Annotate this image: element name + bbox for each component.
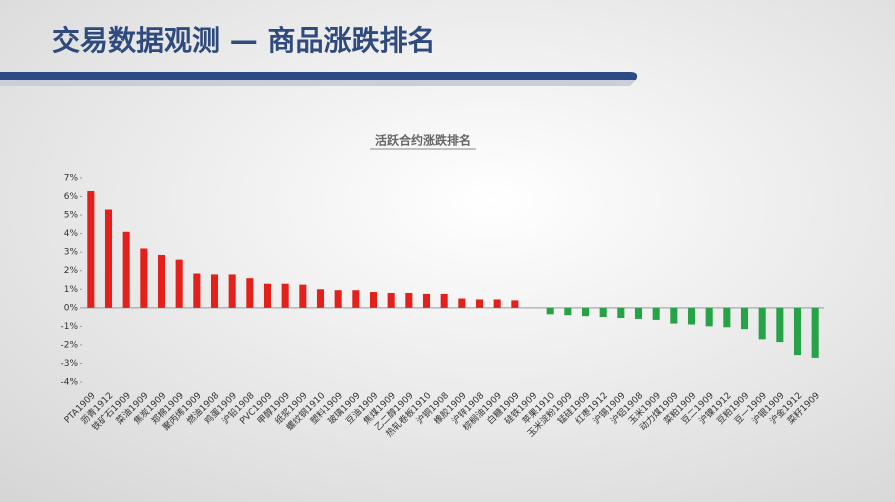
bar: [599, 307, 607, 318]
bar: [634, 307, 643, 319]
bar: [564, 307, 572, 316]
bar: [511, 300, 519, 308]
y-tick-label: -3%: [60, 359, 78, 369]
slide-title: 交易数据观测 — 商品涨跌排名: [52, 24, 436, 57]
bar: [369, 292, 378, 308]
bar: [581, 307, 590, 317]
bar: [793, 307, 802, 356]
y-tick-label: 0%: [64, 303, 79, 313]
y-tick-label: 7%: [64, 174, 79, 184]
bar: [687, 307, 696, 325]
bar: [758, 307, 766, 340]
bar: [670, 307, 678, 324]
y-tick-label: 5%: [64, 211, 79, 221]
bar: [776, 307, 784, 343]
bar: [740, 307, 749, 330]
bar: [475, 299, 484, 308]
bar: [281, 283, 289, 308]
bar: [87, 190, 95, 308]
y-tick-label: 3%: [64, 248, 79, 258]
bar: [299, 284, 307, 308]
y-tick-label: -4%: [60, 378, 78, 388]
y-tick-label: 2%: [64, 266, 79, 276]
bar: [246, 278, 254, 308]
bar: [387, 292, 395, 308]
bar: [617, 307, 625, 319]
y-tick-label: -1%: [60, 322, 78, 332]
bar: [228, 274, 236, 308]
bar: [811, 307, 819, 358]
bar: [546, 307, 554, 315]
bar: [157, 254, 166, 308]
bar: [334, 290, 342, 308]
bar: [104, 209, 113, 308]
bar: [175, 259, 183, 308]
bar: [193, 273, 201, 308]
bar: [723, 307, 731, 328]
y-tick-label: 4%: [64, 229, 79, 239]
bar: [263, 283, 272, 308]
y-tick-label: -2%: [60, 340, 78, 350]
chart-title: 活跃合约涨跌排名: [375, 133, 471, 148]
bar: [493, 299, 501, 308]
bar: [440, 293, 448, 308]
y-tick-label: 1%: [64, 285, 79, 295]
bar: [140, 248, 148, 308]
bar: [210, 274, 219, 308]
bar: [422, 293, 431, 308]
bar: [705, 307, 713, 327]
bar: [352, 290, 360, 308]
bar: [122, 231, 130, 308]
bar: [316, 289, 325, 308]
y-tick-label: 6%: [64, 192, 79, 202]
bar: [405, 292, 413, 308]
bar: [458, 298, 466, 308]
header-shadow: [0, 80, 636, 86]
header-bar: [0, 72, 638, 80]
bar: [652, 307, 660, 320]
